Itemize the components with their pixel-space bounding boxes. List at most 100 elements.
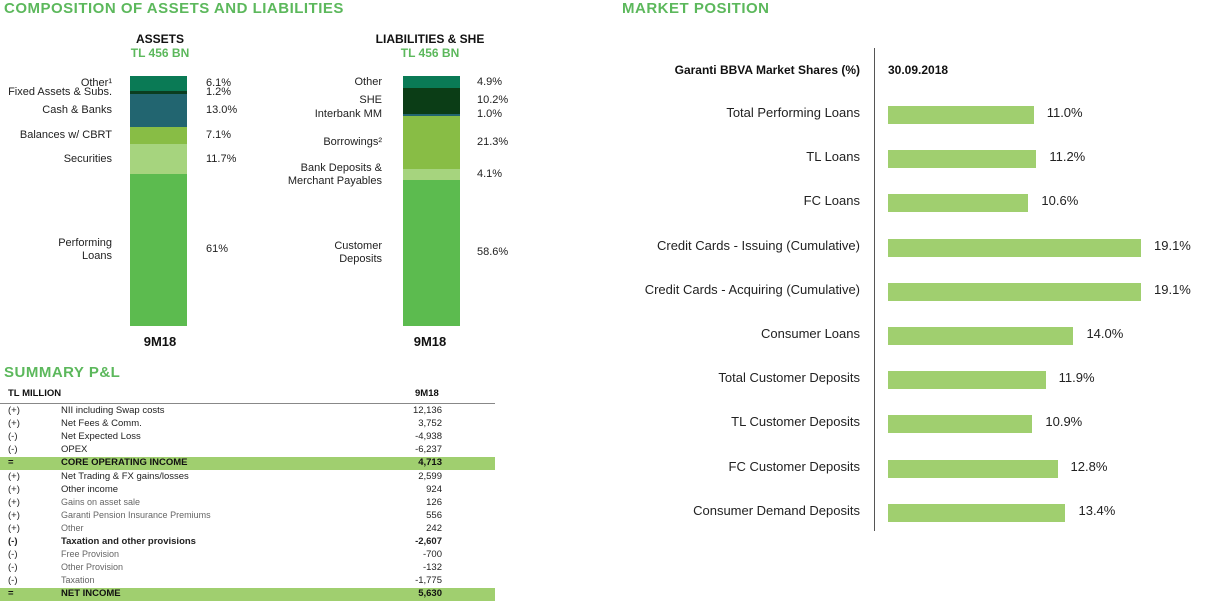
market-category-label: Total Customer Deposits <box>718 370 860 386</box>
pl-row-sign: (-) <box>8 575 18 587</box>
market-bar <box>888 503 1066 522</box>
pl-row-value: -4,938 <box>415 431 442 443</box>
market-bar <box>888 371 1046 390</box>
market-header-label: Garanti BBVA Market Shares (%) <box>674 63 860 77</box>
pl-row-label: Net Trading & FX gains/losses <box>61 470 189 482</box>
market-category-label: TL Customer Deposits <box>731 414 860 430</box>
market-bar <box>888 106 1034 124</box>
liabilities-segment-label: Interbank MM <box>314 108 382 121</box>
assets-total: TL 456 BN <box>130 46 190 60</box>
pl-row: (+) Garanti Pension Insurance Premiums 556 <box>0 510 495 523</box>
market-category-label: Consumer Loans <box>761 326 860 341</box>
market-category-label: TL Loans <box>806 149 860 165</box>
pl-row-value: 5,630 <box>418 588 442 600</box>
liabilities-segment <box>403 116 460 170</box>
market-category-label: Credit Cards - Issuing (Cumulative) <box>656 237 860 253</box>
pl-row-sign: = <box>8 457 14 469</box>
pl-row-value: -6,237 <box>415 444 442 456</box>
pl-row-label: Taxation <box>61 575 95 586</box>
pl-row-value: 556 <box>426 509 442 521</box>
pl-period-header: 9M18 <box>415 388 439 399</box>
pl-row-value: 12,136 <box>412 405 442 416</box>
pl-row: (+) Gains on asset sale 126 <box>0 497 495 510</box>
assets-segment-label: Other¹ <box>80 77 112 90</box>
liabilities-segment <box>403 179 460 326</box>
liabilities-segment-value: 58.6% <box>477 246 509 259</box>
liabilities-segment-value: 1.0% <box>477 108 503 121</box>
market-bar <box>888 459 1058 478</box>
assets-segment-value: 1.2% <box>206 86 232 99</box>
pl-row-label: Free Provision <box>61 549 120 560</box>
pl-row: (+) Other 242 <box>0 523 495 536</box>
pl-row-sign: (-) <box>8 444 18 456</box>
liabilities-segment-value: 10.2% <box>477 94 509 107</box>
liabilities-heading: LIABILITIES & SHE <box>375 32 485 46</box>
market-bar <box>888 238 1141 257</box>
assets-segment-value: 11.7% <box>206 152 237 165</box>
assets-segment <box>130 144 187 174</box>
market-bar <box>888 194 1029 213</box>
liabilities-segment <box>403 88 460 114</box>
market-bar <box>888 327 1074 345</box>
pl-row-label: Taxation and other provisions <box>61 536 196 547</box>
pl-row-label: Other <box>61 522 84 533</box>
pl-row-value: -1,775 <box>415 575 442 587</box>
pl-row-value: -700 <box>422 549 442 561</box>
pl-row-label: Gains on asset sale <box>61 496 141 507</box>
pl-row-sign: (+) <box>8 470 20 482</box>
market-bar-value: 11.0% <box>1046 105 1083 120</box>
pl-row-label: Garanti Pension Insurance Premiums <box>61 509 211 520</box>
assets-heading: ASSETS <box>135 32 184 46</box>
pl-row-sign: (+) <box>8 483 20 495</box>
pl-title: SUMMARY P&L <box>4 364 121 381</box>
market-bar <box>888 282 1141 301</box>
liabilities-segment <box>403 169 460 180</box>
market-category-label: FC Customer Deposits <box>728 458 860 474</box>
assets-segment-value: 7.1% <box>206 129 232 142</box>
market-bar <box>888 415 1033 434</box>
pl-row: (+) NII including Swap costs 12,136 <box>0 405 495 418</box>
market-bar-value: 11.2% <box>1049 149 1086 165</box>
pl-row: (-) Other Provision -132 <box>0 562 495 575</box>
liabilities-segment <box>403 76 460 89</box>
market-bar-value: 11.9% <box>1058 370 1095 386</box>
pl-row-label: OPEX <box>61 444 88 456</box>
assets-segment <box>130 91 187 95</box>
pl-row-sign: (-) <box>8 431 18 443</box>
pl-row-value: 126 <box>426 496 442 508</box>
pl-header-divider <box>0 403 495 404</box>
pl-row-sign: (+) <box>8 496 20 508</box>
market-bar-value: 10.9% <box>1045 414 1083 430</box>
pl-row-label: Other income <box>61 483 119 495</box>
pl-row-sign: = <box>8 588 14 600</box>
pl-row-sign: (-) <box>8 549 18 561</box>
market-bar <box>888 150 1037 169</box>
liabilities-segment-label: SHE <box>359 94 382 107</box>
assets-segment-label: Securities <box>63 152 112 165</box>
pl-row: (-) Free Provision -700 <box>0 549 495 562</box>
market-bar-value: 14.0% <box>1086 326 1124 341</box>
pl-row-sign: (+) <box>8 509 20 521</box>
assets-period: 9M18 <box>143 334 177 349</box>
market-category-label: Total Performing Loans <box>726 105 860 120</box>
pl-row: (-) Net Expected Loss -4,938 <box>0 431 495 444</box>
pl-row-value: 2,599 <box>418 470 442 482</box>
market-category-label: Credit Cards - Acquiring (Cumulative) <box>644 281 860 297</box>
pl-row-label: Other Provision <box>61 562 124 573</box>
liabilities-segment <box>403 113 460 117</box>
liabilities-segment-label: Customer Deposits <box>334 239 382 265</box>
assets-segment-label: Fixed Assets & Subs. <box>8 86 112 99</box>
market-bar-value: 13.4% <box>1078 502 1116 518</box>
assets-segment-value: 61% <box>206 243 229 256</box>
pl-row-sign: (+) <box>8 405 20 416</box>
pl-row: (-) Taxation -1,775 <box>0 575 495 588</box>
pl-row-label: Net Fees & Comm. <box>61 418 142 430</box>
pl-column-header: TL MILLION <box>8 388 62 399</box>
pl-row-label: Net Expected Loss <box>61 431 141 443</box>
liabilities-segment-label: Bank Deposits & Merchant Payables <box>287 161 382 187</box>
assets-segment <box>130 94 187 127</box>
liabilities-segment-value: 4.1% <box>477 168 503 181</box>
pl-table: (+) NII including Swap costs 12,136 (+) Net … <box>0 405 495 602</box>
market-title: MARKET POSITION <box>622 0 770 17</box>
assets-segment-label: Performing Loans <box>58 236 112 262</box>
